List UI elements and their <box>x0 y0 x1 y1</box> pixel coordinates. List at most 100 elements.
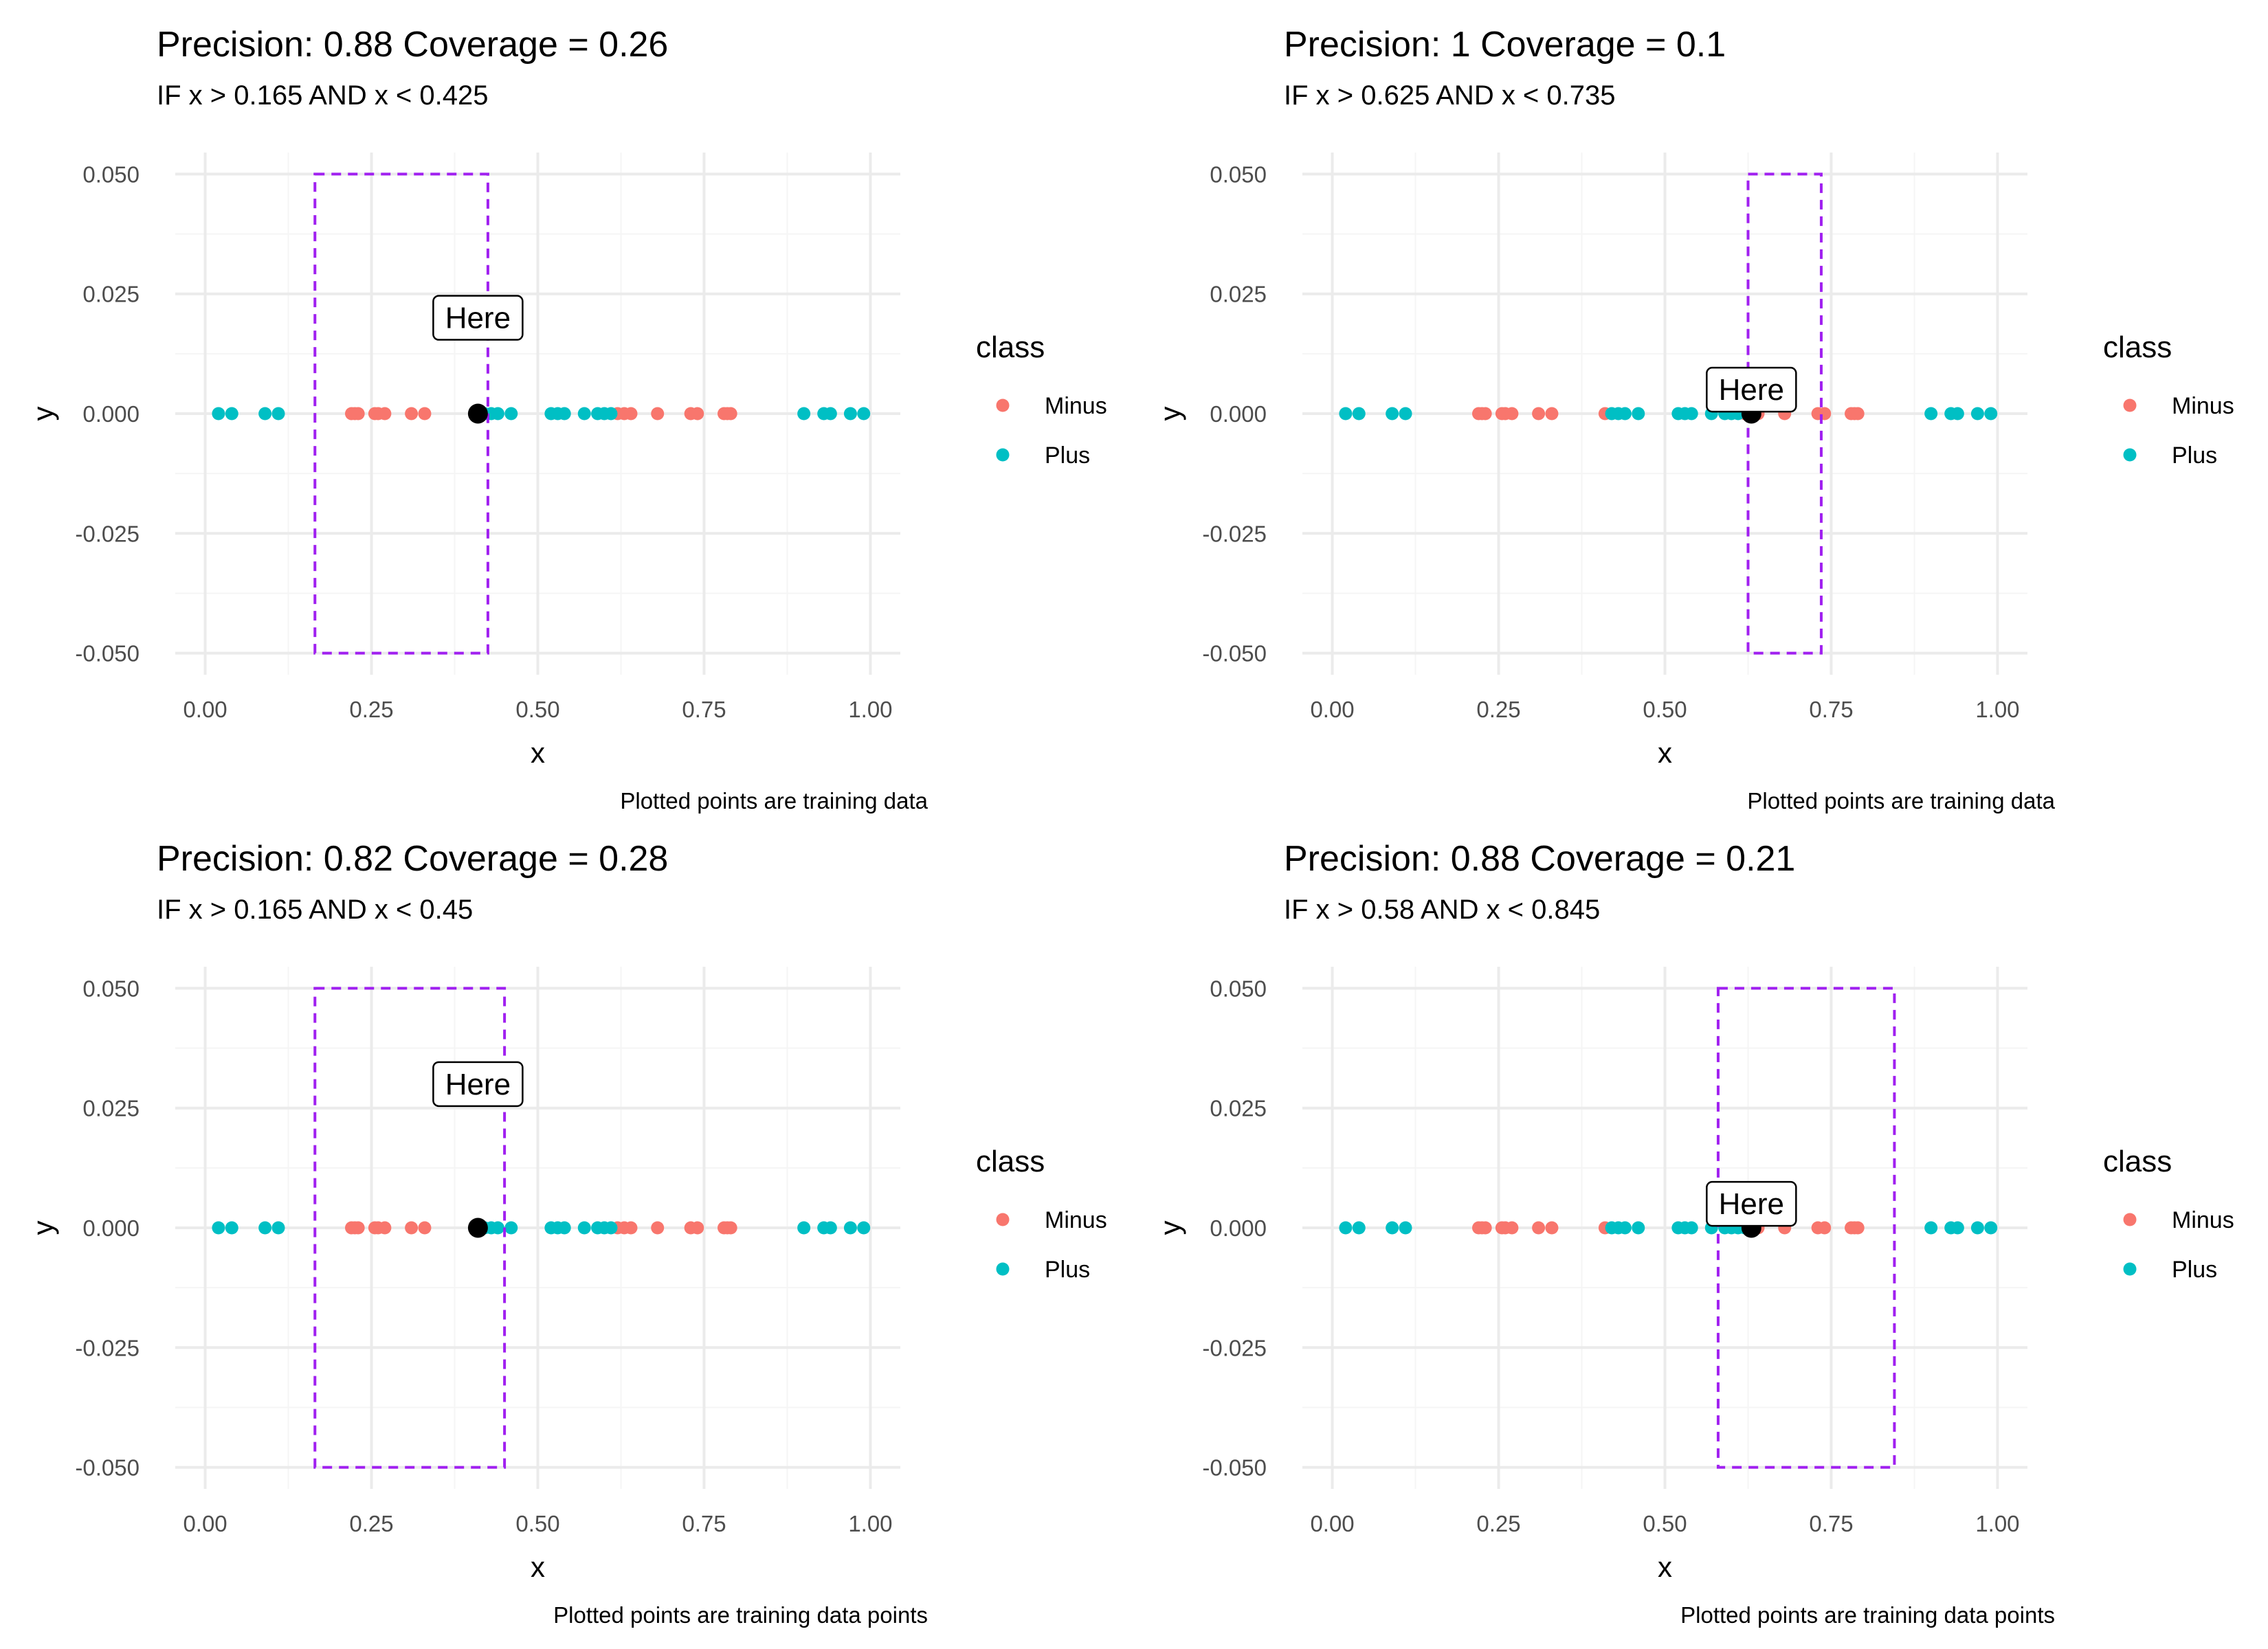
data-point-plus <box>258 407 272 420</box>
data-point-plus <box>1399 407 1412 420</box>
data-point-plus <box>271 1221 285 1235</box>
explained-instance-point <box>467 1218 488 1238</box>
data-point-plus <box>604 1221 618 1235</box>
here-label: Here <box>1719 1187 1784 1221</box>
data-point-plus <box>857 407 871 420</box>
data-point-minus <box>691 407 704 420</box>
x-tick-label: 1.00 <box>1975 1511 2019 1536</box>
y-tick-label: -0.025 <box>75 1335 140 1360</box>
data-point-minus <box>351 407 365 420</box>
data-point-minus <box>724 407 737 420</box>
y-tick-label: -0.050 <box>75 1455 140 1481</box>
data-point-minus <box>651 407 665 420</box>
x-tick-label: 0.00 <box>183 1511 227 1536</box>
x-tick-label: 0.75 <box>1809 1511 1853 1536</box>
here-label: Here <box>1719 373 1784 407</box>
x-tick-label: 0.75 <box>1809 697 1853 722</box>
chart-panel-1: Precision: 0.88 Coverage = 0.26 IF x > 0.… <box>27 25 1107 814</box>
legend-key-plus <box>996 1262 1010 1276</box>
data-point-plus <box>557 407 571 420</box>
chart-title: Precision: 0.88 Coverage = 0.21 <box>1284 839 1795 879</box>
data-point-plus <box>797 1221 811 1235</box>
data-point-plus <box>212 1221 225 1235</box>
y-axis-title: y <box>1154 407 1186 421</box>
data-point-plus <box>857 1221 871 1235</box>
data-point-plus <box>604 407 618 420</box>
data-point-minus <box>1505 1221 1519 1235</box>
data-point-minus <box>418 1221 432 1235</box>
chart-caption: Plotted points are training data points <box>1680 1602 2055 1628</box>
x-tick-label: 0.50 <box>1643 1511 1687 1536</box>
x-tick-label: 0.25 <box>1476 697 1520 722</box>
legend-key-minus <box>996 1213 1010 1226</box>
chart-panel-2: Precision: 1 Coverage = 0.1 IF x > 0.625 … <box>1154 25 2234 814</box>
chart-subtitle: IF x > 0.165 AND x < 0.425 <box>157 80 489 111</box>
data-point-minus <box>1478 1221 1492 1235</box>
data-point-minus <box>405 407 419 420</box>
data-point-minus <box>1851 407 1865 420</box>
anchor-rule-box <box>313 172 489 655</box>
data-point-minus <box>1851 1221 1865 1235</box>
y-axis-title: y <box>27 407 59 421</box>
data-point-minus <box>351 1221 365 1235</box>
legend-title: class <box>976 1145 1045 1178</box>
data-point-plus <box>1950 1221 1964 1235</box>
explained-instance-point <box>467 403 488 424</box>
data-point-plus <box>843 1221 857 1235</box>
data-point-minus <box>624 407 638 420</box>
y-tick-label: 0.025 <box>82 282 140 307</box>
chart-panel-3: Precision: 0.82 Coverage = 0.28 IF x > 0.… <box>27 839 1107 1628</box>
y-tick-label: 0.025 <box>82 1096 140 1121</box>
x-tick-label: 0.75 <box>682 697 726 722</box>
data-point-plus <box>1950 407 1964 420</box>
y-tick-label: 0.000 <box>1210 1215 1267 1241</box>
y-tick-label: 0.000 <box>1210 401 1267 427</box>
y-tick-label: -0.050 <box>1202 641 1267 666</box>
data-point-plus <box>823 407 837 420</box>
legend-key-minus <box>2123 1213 2137 1226</box>
data-point-minus <box>691 1221 704 1235</box>
legend-label-plus: Plus <box>1045 1257 1090 1283</box>
data-point-minus <box>1818 1221 1832 1235</box>
here-label-box <box>1706 1180 1797 1227</box>
here-label: Here <box>445 302 511 335</box>
data-point-plus <box>1386 1221 1399 1235</box>
here-label-box <box>1706 366 1797 413</box>
data-point-plus <box>504 407 518 420</box>
data-point-plus <box>1685 407 1698 420</box>
data-point-minus <box>378 407 392 420</box>
anchor-rule-box <box>313 987 507 1469</box>
y-tick-label: -0.025 <box>1202 1335 1267 1360</box>
data-point-plus <box>1386 407 1399 420</box>
legend-key-minus <box>996 399 1010 412</box>
data-point-minus <box>405 1221 419 1235</box>
y-tick-label: 0.050 <box>82 976 140 1001</box>
here-label-box <box>432 295 524 341</box>
y-tick-label: -0.025 <box>1202 521 1267 546</box>
data-point-minus <box>1545 407 1559 420</box>
legend-label-minus: Minus <box>1045 1207 1107 1233</box>
legend-label-plus: Plus <box>1045 442 1090 469</box>
data-point-plus <box>1984 1221 1998 1235</box>
data-point-plus <box>258 1221 272 1235</box>
y-tick-label: -0.025 <box>75 521 140 546</box>
x-tick-label: 0.00 <box>1310 1511 1354 1536</box>
y-tick-label: 0.000 <box>82 401 140 427</box>
data-point-plus <box>1632 407 1645 420</box>
data-point-minus <box>1505 407 1519 420</box>
x-tick-label: 0.00 <box>183 697 227 722</box>
chart-caption: Plotted points are training data points <box>553 1602 928 1628</box>
data-point-plus <box>225 1221 238 1235</box>
y-axis-title: y <box>1154 1221 1186 1235</box>
data-point-plus <box>1339 1221 1353 1235</box>
data-point-minus <box>1478 407 1492 420</box>
legend-label-minus: Minus <box>1045 393 1107 419</box>
data-point-plus <box>504 1221 518 1235</box>
data-point-plus <box>1618 1221 1632 1235</box>
data-point-minus <box>651 1221 665 1235</box>
data-point-plus <box>271 407 285 420</box>
chart-title: Precision: 1 Coverage = 0.1 <box>1284 25 1726 65</box>
data-point-minus <box>1532 1221 1546 1235</box>
